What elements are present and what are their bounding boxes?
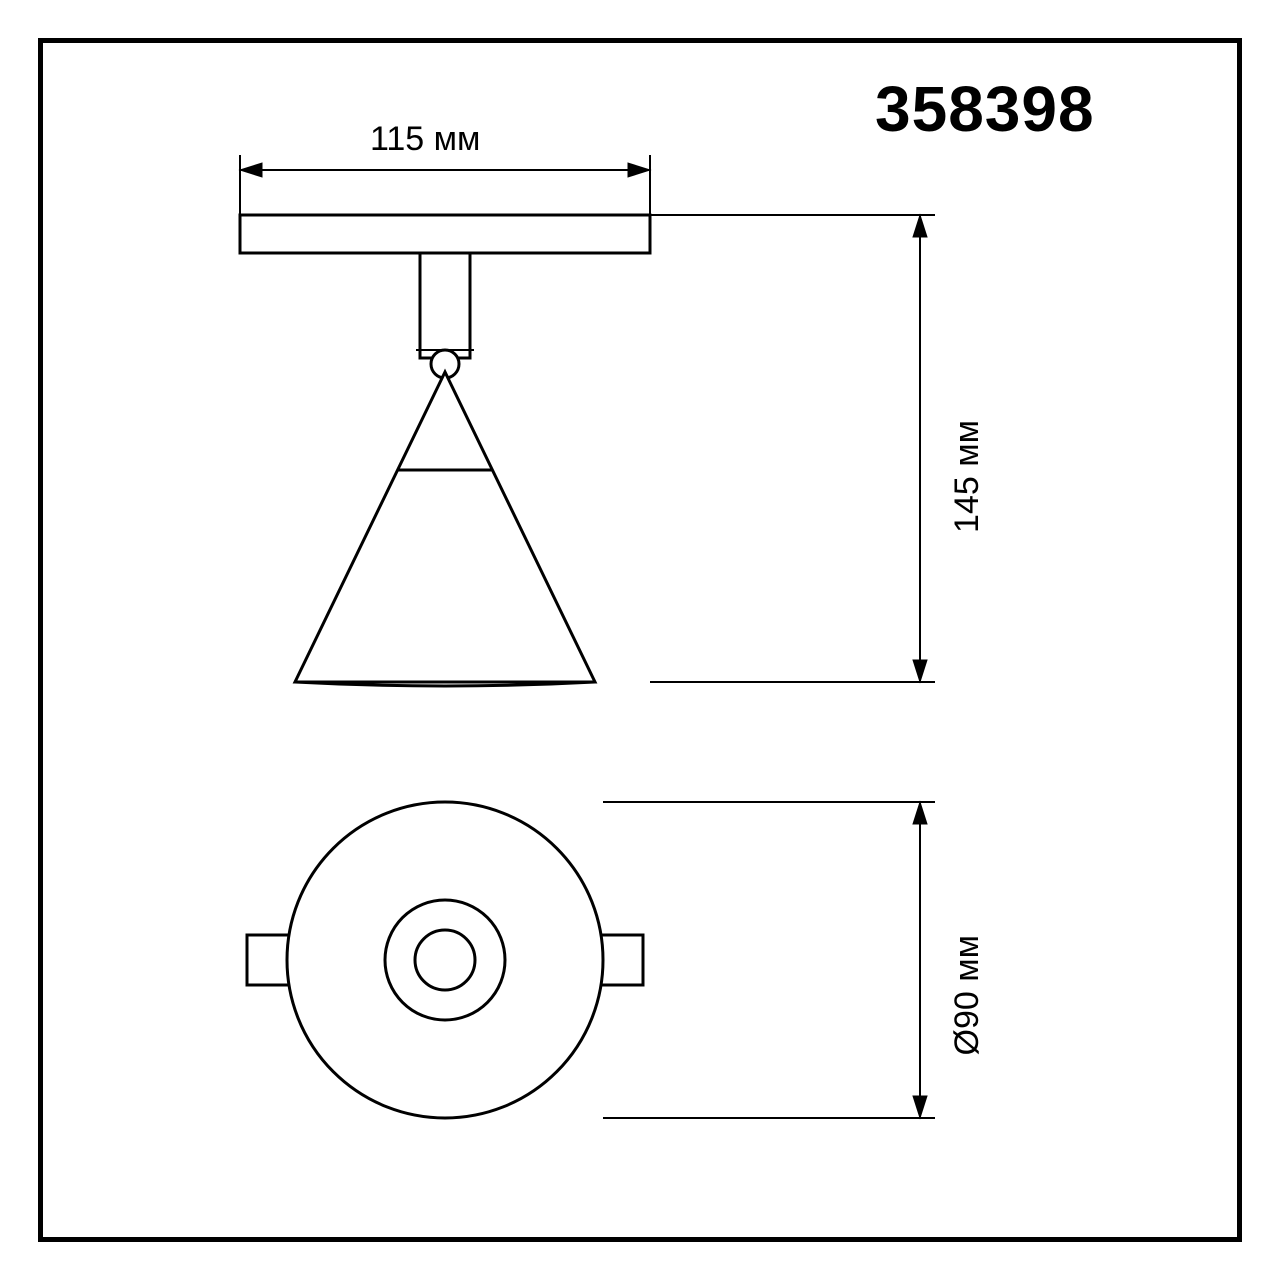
height-dimension-label: 145 мм	[948, 420, 987, 533]
width-dimension-label: 115 мм	[370, 120, 480, 159]
page: 358398 115 мм 145 мм Ø90 мм	[0, 0, 1280, 1280]
technical-drawing	[0, 0, 1280, 1280]
diameter-dimension-label: Ø90 мм	[948, 935, 987, 1055]
